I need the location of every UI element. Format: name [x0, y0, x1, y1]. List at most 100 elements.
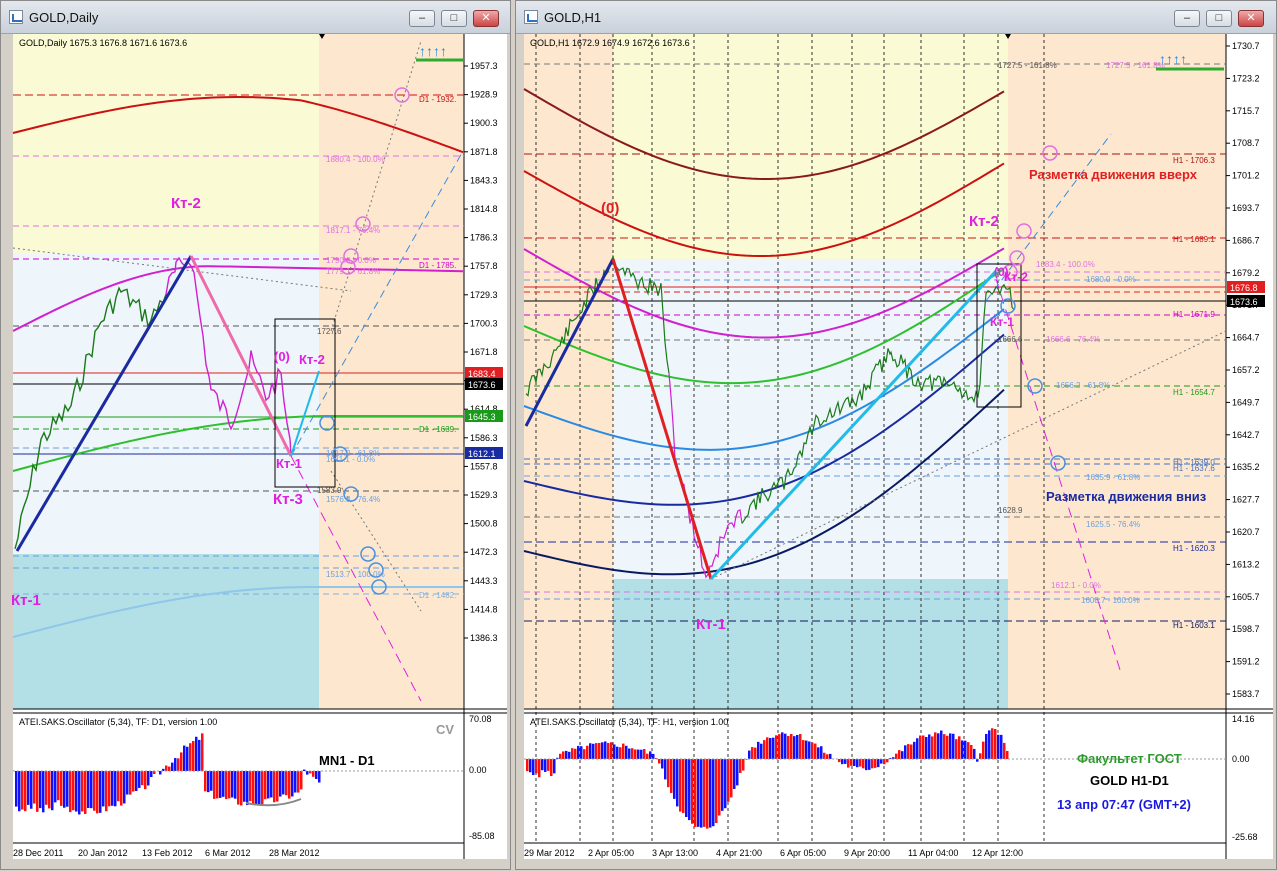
osc-bar — [568, 752, 571, 759]
osc-bar — [817, 747, 820, 759]
osc-bar — [177, 758, 180, 771]
osc-bar — [871, 759, 874, 768]
level-label: 1583.9 — [317, 486, 342, 495]
osc-bar — [306, 771, 309, 775]
osc-bar — [297, 771, 300, 793]
price-tick: 1529.3 — [470, 490, 498, 500]
osc-tick: 0.00 — [469, 765, 487, 775]
osc-bar — [649, 751, 652, 759]
osc-bar — [132, 771, 135, 792]
level-label: 1666.6 — [998, 335, 1023, 344]
osc-bar — [916, 738, 919, 759]
info-faculty: Факультет ГОСТ — [1077, 751, 1182, 766]
osc-bar — [15, 771, 18, 807]
osc-bar — [931, 736, 934, 759]
osc-bar — [859, 759, 862, 767]
osc-bar — [688, 759, 691, 820]
osc-bar — [733, 759, 736, 789]
osc-bar — [640, 750, 643, 759]
price-tick: 1957.3 — [470, 61, 498, 71]
daily-chart-canvas[interactable]: 1957.31928.91900.31871.81843.31814.81786… — [1, 1, 512, 871]
date-tick: 6 Apr 05:00 — [780, 848, 826, 858]
osc-header: ATEI.SAKS.Oscillator (5,34), TF: H1, ver… — [530, 717, 728, 727]
osc-bar — [679, 759, 682, 812]
date-tick: 12 Apr 12:00 — [972, 848, 1023, 858]
osc-bar — [135, 771, 138, 791]
osc-bar — [48, 771, 51, 808]
osc-bar — [117, 771, 120, 801]
osc-bar — [81, 771, 84, 811]
osc-bar — [934, 732, 937, 759]
osc-bar — [189, 743, 192, 771]
price-tick: 1642.7 — [1232, 430, 1260, 440]
price-tick: 1386.3 — [470, 633, 498, 643]
osc-bar — [547, 759, 550, 771]
price-tick: 1635.2 — [1232, 462, 1260, 472]
osc-bar — [144, 771, 147, 789]
osc-bar — [315, 771, 318, 779]
osc-bar — [973, 749, 976, 759]
level-label: 1683.4 - 100.0% — [1036, 260, 1095, 269]
osc-bar — [766, 737, 769, 759]
osc-bar — [796, 735, 799, 759]
osc-cv-label: CV — [436, 722, 454, 737]
osc-bar — [1006, 751, 1009, 759]
osc-bar — [922, 735, 925, 759]
osc-bar — [715, 759, 718, 823]
price-tick: 1723.2 — [1232, 73, 1260, 83]
osc-bar — [580, 746, 583, 759]
price-tick: 1708.7 — [1232, 138, 1260, 148]
osc-bar — [943, 734, 946, 759]
price-tag-text: 1673.6 — [1230, 297, 1258, 307]
lower-zone — [13, 554, 319, 709]
level-label: H1 - 1671.9 — [1173, 310, 1215, 319]
price-tag-text: 1676.8 — [1230, 283, 1258, 293]
osc-bar — [21, 771, 24, 810]
wave-label-kt1-small: Кт-1 — [990, 315, 1014, 329]
osc-bar — [874, 759, 877, 768]
osc-bar — [775, 735, 778, 759]
osc-bar — [970, 745, 973, 759]
osc-bar — [862, 759, 865, 768]
osc-bar — [781, 732, 784, 759]
osc-bar — [703, 759, 706, 827]
date-tick: 28 Mar 2012 — [269, 848, 320, 858]
level-label: 1666.6 - 76.4% — [1046, 335, 1100, 344]
osc-bar — [105, 771, 108, 811]
osc-bar — [36, 771, 39, 812]
level-label: 1779.1 - 61.8% — [326, 267, 380, 276]
annotation-up: Разметка движения вверх — [1029, 167, 1198, 182]
future-zone — [319, 34, 464, 709]
osc-bar — [222, 771, 225, 797]
level-label: 1727.5 - 161.8% — [1106, 61, 1165, 70]
price-tick: 1583.7 — [1232, 689, 1260, 699]
osc-bar — [553, 759, 556, 773]
osc-bar — [790, 734, 793, 759]
osc-bar — [51, 771, 54, 810]
h1-chart-canvas[interactable]: 1730.71723.21715.71708.71701.21693.71686… — [516, 1, 1277, 871]
osc-bar — [826, 754, 829, 759]
osc-bar — [664, 759, 667, 779]
osc-bar — [54, 771, 57, 802]
osc-bar — [102, 771, 105, 806]
price-tag-text: 1673.6 — [468, 380, 496, 390]
date-tick: 6 Mar 2012 — [205, 848, 251, 858]
osc-bar — [598, 743, 601, 759]
osc-bar — [141, 771, 144, 785]
osc-bar — [793, 736, 796, 759]
osc-bar — [865, 759, 868, 770]
chart-header: GOLD,H1 1672.9 1674.9 1672.6 1673.6 — [530, 38, 690, 48]
osc-bar — [69, 771, 72, 812]
price-tick: 1686.7 — [1232, 235, 1260, 245]
level-label: 1513.7 - 100.0% — [326, 570, 385, 579]
upper-zone — [613, 34, 1008, 259]
level-label: 1727.6 — [317, 327, 342, 336]
level-label: 1611.1 - 0.0% — [326, 455, 375, 464]
price-tick: 1786.3 — [470, 233, 498, 243]
osc-bar — [532, 759, 535, 775]
osc-bar — [240, 771, 243, 805]
date-tick: 2 Apr 05:00 — [588, 848, 634, 858]
price-tick: 1443.3 — [470, 576, 498, 586]
